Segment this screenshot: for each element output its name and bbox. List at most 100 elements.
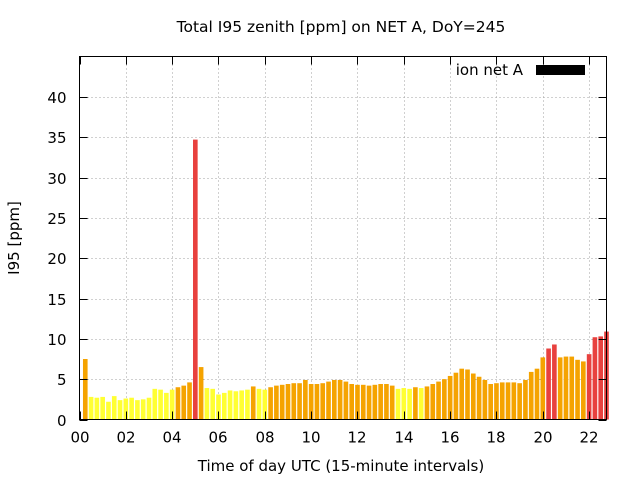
bar xyxy=(447,375,453,420)
bar xyxy=(494,383,499,420)
bar xyxy=(407,388,412,420)
bar xyxy=(291,383,297,420)
bar xyxy=(198,367,204,420)
bar xyxy=(158,389,163,420)
bar xyxy=(332,379,337,420)
bar xyxy=(372,384,378,420)
y-tick-label: 15 xyxy=(47,291,66,309)
bar xyxy=(378,384,383,420)
bar xyxy=(227,390,233,420)
bar xyxy=(563,356,569,420)
bar xyxy=(453,372,459,420)
bar xyxy=(581,361,586,420)
x-axis-label: Time of day UTC (15-minute intervals) xyxy=(197,457,484,475)
x-tick-label: 16 xyxy=(440,429,459,447)
bar xyxy=(303,379,308,420)
bar xyxy=(401,388,407,420)
bar xyxy=(268,387,273,420)
x-tick-label: 08 xyxy=(255,429,274,447)
bar xyxy=(337,379,343,420)
x-tick-label: 18 xyxy=(486,429,505,447)
bar xyxy=(343,381,349,420)
bar xyxy=(430,384,436,420)
bar xyxy=(442,379,447,420)
bar xyxy=(534,368,540,420)
y-tick-label: 25 xyxy=(47,210,66,228)
bar xyxy=(233,391,239,420)
bar xyxy=(517,383,522,420)
bar xyxy=(308,384,314,420)
bar xyxy=(540,357,546,420)
bar xyxy=(569,356,575,420)
bar xyxy=(117,400,123,420)
bar xyxy=(94,397,100,420)
y-tick-label: 30 xyxy=(47,170,66,188)
x-tick-label: 20 xyxy=(533,429,552,447)
bar xyxy=(499,382,505,420)
bar xyxy=(82,359,88,420)
x-tick-label: 22 xyxy=(579,429,598,447)
bar xyxy=(326,381,331,420)
bar xyxy=(181,385,187,420)
bar xyxy=(187,382,192,420)
bar xyxy=(221,392,227,420)
bar xyxy=(395,388,401,420)
x-tick-label: 14 xyxy=(394,429,413,447)
x-tick-label: 00 xyxy=(70,429,89,447)
bar xyxy=(106,401,111,420)
chart-title: Total I95 zenith [ppm] on NET A, DoY=245 xyxy=(176,18,506,36)
y-axis-label: I95 [ppm] xyxy=(5,201,23,275)
bar xyxy=(193,139,198,420)
bar-series xyxy=(82,139,609,420)
bar xyxy=(274,385,279,420)
bar xyxy=(123,398,129,420)
bar xyxy=(366,385,372,420)
legend: ion net A xyxy=(456,61,585,79)
bar xyxy=(262,389,268,420)
bar xyxy=(210,388,216,420)
bar xyxy=(314,384,320,420)
bar xyxy=(546,348,551,420)
bar xyxy=(100,396,105,420)
x-tick-label: 12 xyxy=(347,429,366,447)
bar xyxy=(482,379,488,420)
legend-swatch xyxy=(536,65,585,75)
bar xyxy=(88,396,94,420)
bar xyxy=(164,392,169,420)
bar xyxy=(129,397,134,420)
bar xyxy=(476,376,482,420)
bar xyxy=(146,397,152,420)
bar xyxy=(436,381,441,420)
bar xyxy=(384,384,389,420)
bar xyxy=(586,354,592,420)
bar xyxy=(598,336,604,420)
bar xyxy=(349,384,354,420)
bar xyxy=(418,388,424,420)
bar xyxy=(285,384,291,420)
y-axis-ticks: 0 5 10 15 20 25 30 35 40 xyxy=(47,89,607,430)
bar xyxy=(256,388,262,420)
bar xyxy=(169,389,175,420)
bar xyxy=(557,357,563,420)
bar xyxy=(523,379,528,420)
x-tick-label: 06 xyxy=(208,429,227,447)
y-tick-label: 10 xyxy=(47,331,66,349)
bar xyxy=(297,383,302,420)
x-tick-label: 02 xyxy=(116,429,135,447)
bar xyxy=(528,371,534,420)
bar xyxy=(152,388,158,420)
bar xyxy=(465,369,470,420)
legend-label: ion net A xyxy=(456,61,524,79)
bar xyxy=(575,359,580,420)
grid xyxy=(79,56,607,420)
bar xyxy=(511,382,517,420)
y-tick-label: 0 xyxy=(57,412,67,430)
x-tick-label: 04 xyxy=(162,429,181,447)
bar xyxy=(505,382,511,420)
bar xyxy=(204,388,210,420)
bar xyxy=(355,384,360,420)
bar xyxy=(245,389,250,420)
bar xyxy=(140,399,146,420)
bar xyxy=(111,396,117,420)
